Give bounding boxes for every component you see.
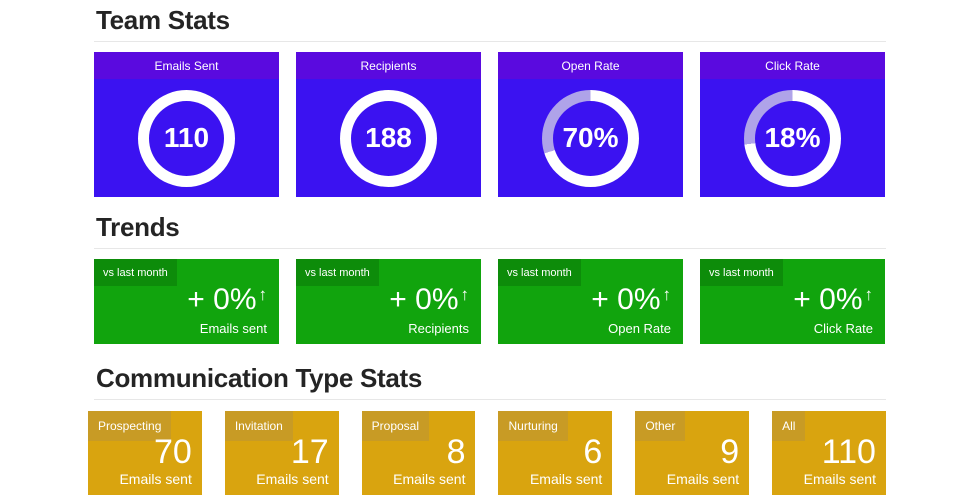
comm-type-badge: Other (635, 411, 686, 441)
trend-card-emails-sent[interactable]: vs last month + 0% ↑ Emails sent (94, 259, 279, 344)
kpi-card-body: 110 (94, 79, 279, 197)
trend-value: + 0% ↑ (389, 283, 469, 317)
up-arrow-icon: ↑ (662, 285, 672, 304)
donut-ring: 110 (138, 89, 235, 187)
trends-row: vs last month + 0% ↑ Emails sent vs last … (94, 259, 886, 344)
comm-type-badge: Nurturing (498, 411, 568, 441)
section-divider (94, 248, 886, 249)
comm-value: 9 (720, 433, 740, 471)
team-stats-title: Team Stats (96, 5, 230, 35)
comm-type-badge: Prospecting (88, 411, 172, 441)
team-stats-section: Team Stats Emails Sent 110 Recipients 18… (94, 0, 886, 197)
comm-card-prospecting[interactable]: Prospecting 70 Emails sent (88, 411, 202, 495)
comm-card-invitation[interactable]: Invitation 17 Emails sent (224, 411, 339, 495)
communication-type-stats-row: Prospecting 70 Emails sent Invitation 17… (88, 411, 886, 495)
comm-card-proposal[interactable]: Proposal 8 Emails sent (361, 411, 476, 495)
trends-section: Trends vs last month + 0% ↑ Emails sent v… (94, 210, 886, 344)
trends-title: Trends (96, 212, 180, 242)
donut-ring: 188 (340, 89, 437, 187)
kpi-card-title: Recipients (296, 52, 481, 79)
trend-card-click-rate[interactable]: vs last month + 0% ↑ Click Rate (700, 259, 885, 344)
kpi-card-title: Emails Sent (94, 52, 279, 79)
trend-value-text: + 0% (389, 283, 459, 316)
team-stats-row: Emails Sent 110 Recipients 188 Open Rate (94, 52, 886, 197)
trend-value: + 0% ↑ (187, 283, 267, 317)
kpi-value: 110 (149, 100, 224, 176)
trend-metric-label: Recipients (408, 321, 469, 336)
kpi-value: 70% (553, 100, 628, 176)
kpi-card-open-rate[interactable]: Open Rate 70% (498, 52, 683, 197)
kpi-card-body: 70% (498, 79, 683, 197)
up-arrow-icon: ↑ (258, 285, 268, 304)
dashboard: Team Stats Emails Sent 110 Recipients 18… (88, 0, 886, 495)
donut-ring: 18% (744, 89, 841, 187)
trend-badge: vs last month (700, 259, 783, 286)
donut-ring: 70% (542, 89, 639, 187)
up-arrow-icon: ↑ (864, 285, 874, 304)
trend-metric-label: Open Rate (608, 321, 671, 336)
trend-value-text: + 0% (793, 283, 863, 316)
trend-metric-label: Emails sent (199, 321, 267, 336)
kpi-card-title: Open Rate (498, 52, 683, 79)
comm-type-badge: Proposal (361, 411, 430, 441)
kpi-card-emails-sent[interactable]: Emails Sent 110 (94, 52, 279, 197)
kpi-card-title: Click Rate (700, 52, 885, 79)
comm-metric-label: Emails sent (393, 471, 466, 487)
comm-card-all[interactable]: All 110 Emails sent (772, 411, 886, 495)
comm-metric-label: Emails sent (666, 471, 740, 487)
trend-badge: vs last month (498, 259, 581, 286)
comm-value: 17 (290, 433, 329, 471)
kpi-card-body: 188 (296, 79, 481, 197)
kpi-card-click-rate[interactable]: Click Rate 18% (700, 52, 885, 197)
communication-type-stats-section: Communication Type Stats Prospecting 70 … (88, 361, 886, 495)
trend-metric-label: Click Rate (813, 321, 873, 336)
kpi-card-body: 18% (700, 79, 885, 197)
trend-value-text: + 0% (591, 283, 661, 316)
up-arrow-icon: ↑ (460, 285, 470, 304)
comm-metric-label: Emails sent (529, 471, 603, 487)
section-divider (94, 41, 886, 42)
section-divider (94, 399, 886, 400)
comm-card-other[interactable]: Other 9 Emails sent (635, 411, 750, 495)
comm-value: 8 (446, 433, 466, 471)
kpi-value: 188 (351, 100, 426, 176)
kpi-card-recipients[interactable]: Recipients 188 (296, 52, 481, 197)
comm-value: 6 (583, 433, 603, 471)
comm-value: 70 (154, 433, 192, 471)
trend-value-text: + 0% (187, 283, 257, 316)
trend-card-open-rate[interactable]: vs last month + 0% ↑ Open Rate (498, 259, 683, 344)
communication-type-stats-title: Communication Type Stats (96, 363, 423, 393)
comm-metric-label: Emails sent (119, 471, 192, 487)
comm-type-badge: Invitation (224, 411, 293, 441)
comm-metric-label: Emails sent (256, 471, 329, 487)
comm-type-badge: All (772, 411, 806, 441)
comm-metric-label: Emails sent (803, 471, 876, 487)
comm-value: 110 (821, 433, 876, 471)
trend-card-recipients[interactable]: vs last month + 0% ↑ Recipients (296, 259, 481, 344)
trend-badge: vs last month (94, 259, 177, 286)
comm-card-nurturing[interactable]: Nurturing 6 Emails sent (498, 411, 613, 495)
trend-value: + 0% ↑ (591, 283, 671, 317)
trend-badge: vs last month (296, 259, 379, 286)
kpi-value: 18% (755, 100, 830, 176)
trend-value: + 0% ↑ (793, 283, 873, 317)
